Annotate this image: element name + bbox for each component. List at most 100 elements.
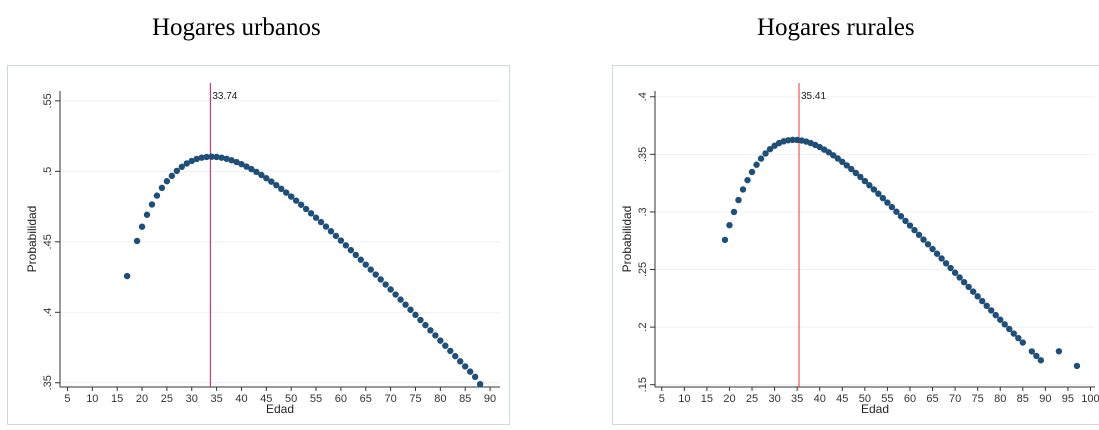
x-tick-label: 60 bbox=[904, 393, 916, 405]
data-point bbox=[327, 228, 335, 235]
data-point bbox=[258, 171, 265, 179]
data-point bbox=[915, 231, 923, 239]
data-point bbox=[1019, 339, 1026, 346]
data-point bbox=[956, 274, 963, 281]
data-point bbox=[476, 380, 484, 388]
data-point bbox=[233, 158, 240, 166]
data-point bbox=[866, 182, 873, 189]
data-point bbox=[228, 157, 235, 164]
data-point bbox=[744, 176, 751, 184]
data-point bbox=[766, 145, 774, 153]
data-point bbox=[830, 152, 837, 159]
x-tick-label: 45 bbox=[260, 393, 272, 405]
data-point bbox=[852, 169, 860, 177]
x-tick-label: 25 bbox=[161, 393, 173, 405]
x-tick-label: 10 bbox=[678, 393, 690, 405]
data-point bbox=[352, 251, 360, 259]
x-tick-label: 80 bbox=[994, 393, 1006, 405]
data-point bbox=[1073, 362, 1081, 370]
data-point bbox=[287, 193, 295, 200]
data-point bbox=[1028, 348, 1036, 355]
x-tick-label: 20 bbox=[136, 393, 148, 405]
x-tick-label: 85 bbox=[1017, 393, 1029, 405]
data-point bbox=[188, 157, 195, 165]
x-tick-label: 60 bbox=[335, 393, 347, 405]
x-tick-label: 10 bbox=[86, 393, 98, 405]
scatter-chart-rurales: .15 .2 .25 .3 .35 .4 5 10 15 20 25 30 35 40 45 50 55 60 65… bbox=[620, 83, 1099, 416]
data-point bbox=[893, 208, 900, 215]
data-point bbox=[203, 153, 210, 161]
y-axis-label: Probabilidad bbox=[620, 206, 634, 273]
data-point bbox=[965, 283, 972, 291]
data-point bbox=[153, 192, 161, 199]
data-point bbox=[1033, 352, 1040, 360]
data-point bbox=[223, 155, 230, 162]
y-tick-label: .35 bbox=[42, 375, 54, 390]
data-point bbox=[178, 163, 186, 171]
data-point bbox=[407, 306, 414, 313]
x-axis-label: Edad bbox=[861, 402, 889, 416]
x-tick-label: 75 bbox=[972, 393, 984, 405]
data-point bbox=[997, 316, 1004, 323]
data-point bbox=[163, 178, 171, 185]
data-point bbox=[243, 163, 250, 170]
data-point bbox=[879, 194, 887, 202]
x-tick-label: 70 bbox=[384, 393, 396, 405]
data-point bbox=[992, 311, 999, 319]
peak-age-label: 33.74 bbox=[212, 91, 237, 102]
chart-panel-urbanos: .35 .4 .45 .5 .55 5 10 15 20 25 30 35 40 45 50 55 60 65 70… bbox=[7, 65, 510, 425]
x-tick-label: 55 bbox=[310, 393, 322, 405]
data-point bbox=[312, 214, 320, 221]
x-tick-label: 80 bbox=[434, 393, 446, 405]
data-point bbox=[297, 201, 305, 208]
data-point bbox=[268, 178, 275, 185]
data-point bbox=[442, 342, 449, 349]
x-tick-label: 55 bbox=[881, 393, 893, 405]
data-point bbox=[1055, 348, 1063, 355]
data-point bbox=[924, 241, 932, 248]
data-point bbox=[278, 185, 285, 193]
x-tick-label: 30 bbox=[186, 393, 198, 405]
data-point bbox=[988, 307, 995, 314]
x-tick-label: 35 bbox=[791, 393, 803, 405]
data-point bbox=[888, 203, 896, 211]
data-point bbox=[417, 316, 424, 324]
x-tick-label: 15 bbox=[111, 393, 123, 405]
data-point bbox=[920, 236, 927, 243]
scatter-chart-urbanos: .35 .4 .45 .5 .55 5 10 15 20 25 30 35 40 45 50 55 60 65 70… bbox=[25, 83, 500, 416]
x-tick-label: 65 bbox=[926, 393, 938, 405]
data-point bbox=[875, 190, 882, 197]
chart-panel-rurales: .15 .2 .25 .3 .35 .4 5 10 15 20 25 30 35 40 45 50 55 60 65… bbox=[612, 65, 1099, 425]
data-point bbox=[983, 302, 990, 310]
data-point bbox=[1015, 334, 1022, 342]
data-point bbox=[208, 153, 215, 160]
peak-age-label: 35.41 bbox=[801, 91, 826, 102]
data-point bbox=[839, 158, 846, 166]
data-point bbox=[138, 223, 146, 230]
data-point bbox=[735, 196, 742, 204]
y-axis-label: Probabilidad bbox=[25, 206, 39, 273]
data-point bbox=[933, 250, 941, 257]
y-tick-label: .5 bbox=[42, 167, 54, 176]
data-point bbox=[721, 236, 729, 244]
data-point bbox=[1010, 330, 1017, 337]
data-point bbox=[283, 189, 290, 196]
data-point bbox=[432, 332, 439, 339]
data-point bbox=[911, 226, 918, 234]
data-point bbox=[739, 186, 747, 193]
data-point bbox=[248, 165, 255, 173]
data-point bbox=[457, 358, 464, 365]
data-point bbox=[969, 288, 977, 295]
data-point bbox=[218, 154, 225, 161]
data-point bbox=[337, 237, 345, 244]
data-point bbox=[884, 199, 891, 206]
data-point bbox=[427, 327, 434, 334]
data-point bbox=[382, 281, 389, 288]
data-point bbox=[938, 255, 945, 262]
data-point bbox=[834, 155, 841, 162]
x-tick-label: 50 bbox=[859, 393, 871, 405]
data-point bbox=[143, 211, 151, 218]
x-tick-label: 100 bbox=[1081, 393, 1099, 405]
data-point bbox=[213, 153, 220, 161]
data-point bbox=[461, 363, 469, 370]
